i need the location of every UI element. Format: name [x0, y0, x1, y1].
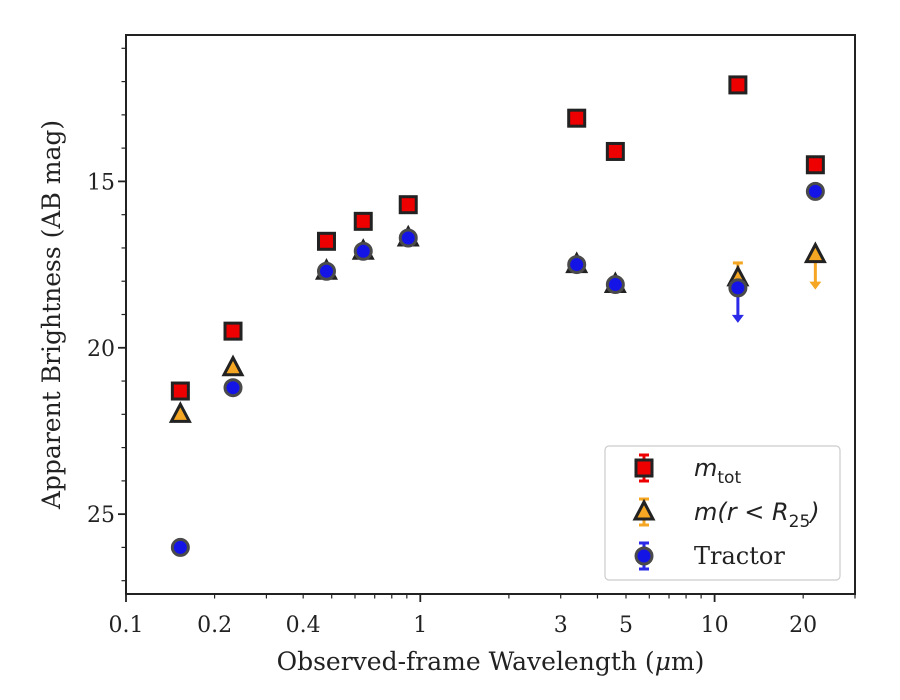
data-point: [170, 381, 190, 401]
x-tick-label: 20: [789, 613, 817, 638]
x-axis-label-part-1: Observed-frame Wavelength (: [277, 647, 655, 676]
legend: mtot m(r < R25) Tractor: [604, 445, 841, 581]
legend-label-subscript: tot: [717, 468, 741, 488]
data-point: [221, 354, 245, 377]
legend-label: mtot: [694, 454, 741, 488]
x-axis-label-part-3: m): [671, 647, 704, 676]
data-point: [353, 241, 373, 261]
legend-label-base: m(r < R: [694, 498, 789, 526]
legend-marker: [632, 498, 656, 521]
x-tick-label: 0.2: [197, 613, 232, 638]
x-tick-label: 5: [619, 613, 633, 638]
legend-box: [604, 445, 841, 581]
x-axis-label: Observed-frame Wavelength (μm): [277, 647, 705, 676]
x-tick-label: 10: [701, 613, 729, 638]
legend-marker: [634, 458, 654, 478]
data-point: [805, 155, 825, 175]
legend-label: m(r < R25): [694, 498, 820, 532]
legend-label-subscript: 25: [789, 512, 811, 532]
x-tick-label: 3: [554, 613, 568, 638]
data-point: [316, 231, 336, 251]
legend-label-base: m: [694, 454, 717, 482]
data-point: [170, 537, 190, 557]
data-point: [803, 241, 827, 264]
legend-item-mtot: mtot: [634, 453, 741, 488]
legend-label: Tractor: [694, 542, 785, 570]
data-marks: [168, 75, 827, 557]
data-point: [605, 275, 625, 295]
data-point: [398, 195, 418, 215]
data-point: [728, 278, 748, 298]
y-axis-label: Apparent Brightness (AB mag): [37, 120, 66, 510]
y-tick-label: 25: [87, 503, 115, 528]
y-tick-label: 15: [87, 170, 115, 195]
data-point: [605, 141, 625, 161]
series-mtot: [170, 75, 825, 401]
data-point: [728, 75, 748, 95]
data-point: [567, 255, 587, 275]
x-axis-ticks: 0.1 0.2 0.4 1 3 5 10 20: [109, 594, 856, 638]
legend-marker: [634, 546, 654, 566]
y-tick-label: 20: [87, 337, 115, 362]
upper-limit-arrowhead: [731, 314, 744, 323]
y-axis-ticks: 15 20 25: [87, 47, 126, 582]
upper-limit-arrowhead: [809, 281, 822, 290]
data-point: [805, 181, 825, 201]
data-point: [168, 401, 192, 423]
x-tick-label: 0.4: [286, 613, 321, 638]
data-point: [223, 321, 243, 341]
data-point: [567, 108, 587, 128]
legend-item-tractor: Tractor: [634, 541, 785, 571]
data-point: [316, 261, 336, 281]
x-tick-label: 0.1: [109, 613, 144, 638]
legend-label-end: ): [808, 498, 819, 526]
data-point: [353, 211, 373, 231]
data-point: [398, 228, 418, 248]
legend-item-mr25: m(r < R25): [632, 497, 820, 532]
data-point: [223, 378, 243, 398]
x-tick-label: 1: [413, 613, 427, 638]
x-axis-label-mu: μ: [655, 647, 671, 676]
series-tractor: [170, 181, 825, 557]
